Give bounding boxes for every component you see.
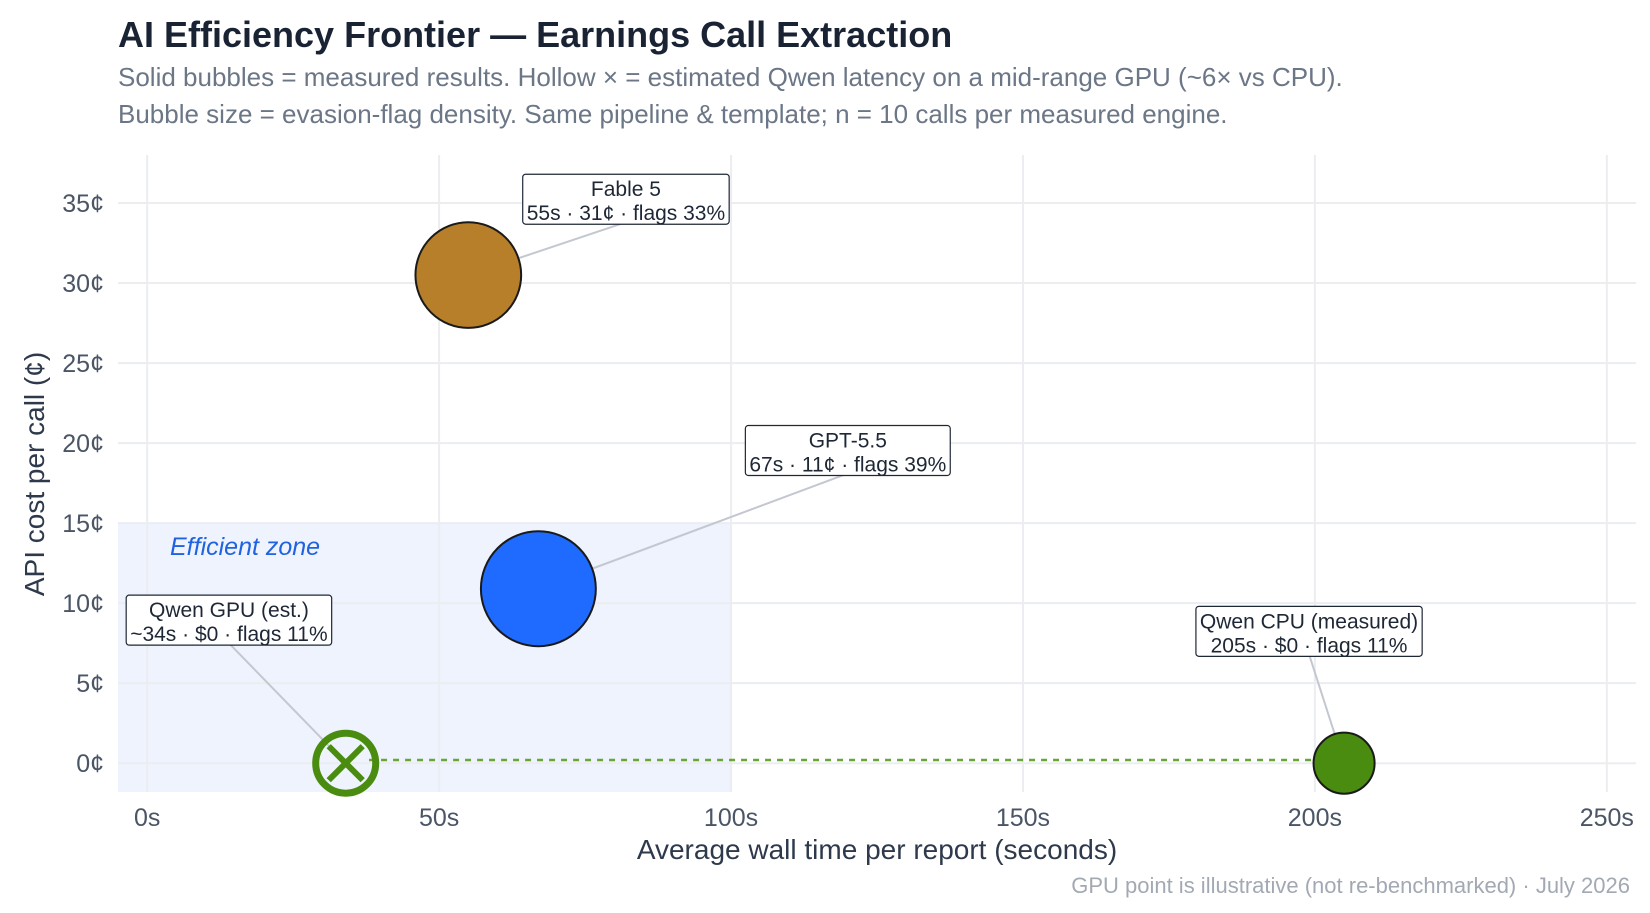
x-tick-label: 0s [134,804,160,832]
x-tick-label: 150s [996,804,1050,832]
y-tick-label: 35¢ [62,190,104,218]
chart-subtitle-line-2: Bubble size = evasion-flag density. Same… [118,99,1228,129]
x-tick-label: 200s [1288,804,1342,832]
y-tick-label: 0¢ [76,750,104,778]
x-tick-label: 50s [419,804,459,832]
chart-title: AI Efficiency Frontier — Earnings Call E… [118,14,953,55]
x-tick-label: 250s [1580,804,1634,832]
y-tick-label: 5¢ [76,670,104,698]
label-qwen-cpu-measured: Qwen CPU (measured)205s · $0 · flags 11% [1195,605,1423,657]
efficient-zone-label: Efficient zone [170,533,320,561]
label-box [125,594,333,646]
point-gpt-5-5 [479,530,597,648]
y-tick-label: 30¢ [62,270,104,298]
efficient-zone-area [118,523,732,792]
x-tick-label: 100s [704,804,758,832]
label-qwen-gpu-est: Qwen GPU (est.)~34s · $0 · flags 11% [125,594,333,646]
label-name: Qwen GPU (est.) [149,599,309,622]
point-qwen-gpu-est [312,729,380,797]
label-box [522,173,730,225]
y-tick-label: 20¢ [62,430,104,458]
label-name: GPT-5.5 [809,429,887,452]
y-axis-label: API cost per call (¢) [19,352,50,596]
chart-subtitle-line-1: Solid bubbles = measured results. Hollow… [118,62,1343,92]
x-axis-label: Average wall time per report (seconds) [637,834,1117,865]
y-tick-label: 25¢ [62,350,104,378]
y-tick-label: 10¢ [62,590,104,618]
label-name: Qwen CPU (measured) [1200,610,1418,633]
y-tick-label: 15¢ [62,510,104,538]
label-stats: 67s · 11¢ · flags 39% [749,453,946,476]
label-box [744,424,951,477]
label-box [1195,605,1423,657]
point-fable-5 [414,221,523,329]
x-marker-qwen-gpu-est [326,744,365,783]
label-stats: 55s · 31¢ · flags 33% [527,202,725,225]
label-stats: ~34s · $0 · flags 11% [130,623,327,646]
label-name: Fable 5 [591,178,661,201]
label-stats: 205s · $0 · flags 11% [1211,634,1408,657]
point-qwen-cpu-measured [1312,731,1376,795]
chart-footnote: GPU point is illustrative (not re-benchm… [1071,873,1630,898]
